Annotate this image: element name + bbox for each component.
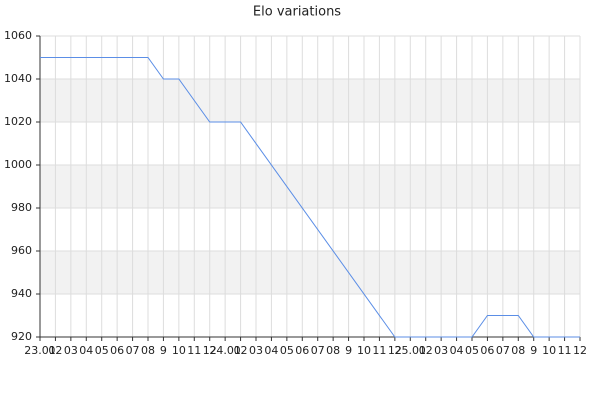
x-tick-label: 10 — [357, 344, 371, 357]
y-tick-label: 960 — [11, 244, 32, 257]
x-tick-label: 12 — [203, 344, 217, 357]
x-tick-label: 11 — [187, 344, 201, 357]
y-tick-label: 940 — [11, 287, 32, 300]
x-tick-label: 08 — [141, 344, 155, 357]
x-tick-label: 05 — [280, 344, 294, 357]
y-tick-label: 1040 — [4, 72, 32, 85]
x-tick-label: 23.01 — [24, 344, 56, 357]
x-tick-label: 12 — [388, 344, 402, 357]
y-tick-label: 920 — [11, 330, 32, 343]
x-tick-label: 9 — [530, 344, 537, 357]
x-tick-label: 03 — [64, 344, 78, 357]
x-tick-label: 24.01 — [209, 344, 241, 357]
x-tick-label: 9 — [345, 344, 352, 357]
x-tick-label: 11 — [372, 344, 386, 357]
plot-band — [40, 251, 580, 294]
x-tick-label: 06 — [295, 344, 309, 357]
x-tick-label: 05 — [95, 344, 109, 357]
y-tick-label: 980 — [11, 201, 32, 214]
y-tick-label: 1020 — [4, 115, 32, 128]
chart-title: Elo variations — [253, 5, 341, 20]
y-tick-label: 1000 — [4, 158, 32, 171]
x-tick-label: 11 — [558, 344, 572, 357]
x-tick-label: 03 — [249, 344, 263, 357]
x-tick-label: 9 — [160, 344, 167, 357]
data-line — [40, 57, 580, 338]
x-tick-label: 25.01 — [395, 344, 427, 357]
x-tick-label: 04 — [450, 344, 464, 357]
plot-band — [40, 79, 580, 122]
x-tick-label: 12 — [573, 344, 587, 357]
y-tick-label: 1060 — [4, 29, 32, 42]
x-tick-label: 07 — [496, 344, 510, 357]
x-tick-label: 06 — [110, 344, 124, 357]
x-tick-label: 02 — [48, 344, 62, 357]
x-tick-label: 04 — [264, 344, 278, 357]
x-tick-label: 08 — [326, 344, 340, 357]
x-tick-label: 02 — [419, 344, 433, 357]
x-tick-label: 06 — [480, 344, 494, 357]
x-tick-label: 05 — [465, 344, 479, 357]
x-tick-label: 02 — [234, 344, 248, 357]
x-tick-label: 10 — [172, 344, 186, 357]
x-tick-label: 07 — [311, 344, 325, 357]
x-tick-label: 07 — [126, 344, 140, 357]
x-tick-label: 04 — [79, 344, 93, 357]
x-tick-label: 08 — [511, 344, 525, 357]
x-tick-label: 10 — [542, 344, 556, 357]
plot-band — [40, 165, 580, 208]
x-tick-label: 03 — [434, 344, 448, 357]
